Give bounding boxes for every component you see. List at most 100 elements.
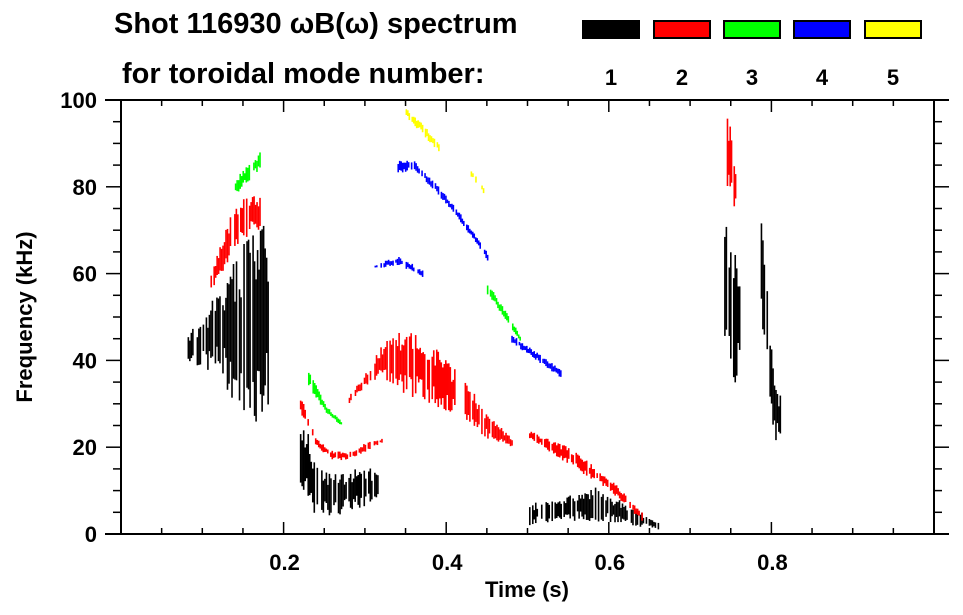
spectral-mark bbox=[486, 254, 489, 261]
spectral-mark bbox=[572, 498, 574, 517]
spectral-mark bbox=[726, 118, 729, 186]
spectral-mark bbox=[730, 252, 732, 359]
spectral-mark bbox=[554, 442, 557, 453]
spectral-mark bbox=[449, 203, 452, 208]
spectral-mark bbox=[485, 250, 487, 259]
spectral-mark bbox=[653, 521, 655, 527]
spectral-mark bbox=[229, 217, 232, 247]
spectral-mark bbox=[733, 166, 736, 207]
spectral-mark bbox=[564, 503, 567, 515]
spectral-mark bbox=[405, 336, 408, 390]
spectral-mark bbox=[330, 478, 332, 513]
spectral-mark bbox=[317, 440, 320, 448]
spectral-mark bbox=[343, 484, 346, 501]
spectral-mark bbox=[618, 500, 621, 517]
spectral-mark bbox=[539, 354, 541, 363]
spectral-mark bbox=[511, 440, 513, 446]
spectral-mark bbox=[313, 383, 316, 395]
spectral-mark bbox=[399, 258, 402, 265]
spectral-mark bbox=[328, 409, 331, 415]
spectral-mark bbox=[349, 451, 352, 457]
spectral-mark bbox=[261, 229, 263, 412]
spectral-mark bbox=[240, 297, 242, 374]
spectral-mark bbox=[360, 473, 363, 498]
spectral-mark bbox=[377, 358, 379, 374]
spectral-mark bbox=[612, 505, 615, 515]
spectral-mark bbox=[239, 173, 241, 189]
spectral-mark bbox=[473, 233, 476, 239]
spectral-mark bbox=[325, 472, 328, 503]
spectral-mark bbox=[389, 261, 391, 266]
spectral-mark bbox=[357, 475, 360, 505]
spectral-mark bbox=[395, 340, 397, 379]
spectral-mark bbox=[301, 440, 303, 487]
spectral-mark bbox=[603, 476, 606, 484]
spectral-mark bbox=[431, 356, 434, 400]
spectral-mark bbox=[363, 470, 366, 507]
spectral-mark bbox=[430, 136, 433, 143]
spectral-mark bbox=[585, 493, 588, 520]
legend-label-mode-2: 2 bbox=[675, 65, 689, 90]
spectral-mark bbox=[381, 354, 384, 373]
spectral-mark bbox=[327, 484, 329, 510]
spectral-mark bbox=[639, 514, 642, 527]
spectral-mark bbox=[196, 337, 199, 366]
spectral-mark bbox=[472, 400, 474, 420]
spectral-mark bbox=[555, 367, 558, 373]
spectral-mark bbox=[650, 519, 652, 526]
spectral-mark bbox=[591, 469, 594, 478]
spectral-mark bbox=[563, 445, 566, 459]
spectral-mark bbox=[379, 440, 382, 443]
spectral-mark bbox=[375, 441, 377, 445]
spectral-mark bbox=[497, 301, 499, 309]
spectral-mark bbox=[407, 110, 409, 117]
spectral-mark bbox=[500, 428, 503, 439]
spectral-mark bbox=[342, 474, 344, 507]
spectral-mark bbox=[485, 414, 488, 429]
spectral-mark bbox=[600, 496, 603, 520]
spectral-mark bbox=[617, 488, 619, 496]
spectral-mark bbox=[420, 122, 422, 130]
spectral-mark bbox=[524, 346, 527, 351]
spectral-mark bbox=[256, 250, 259, 371]
spectral-mark bbox=[320, 444, 323, 451]
spectral-mark bbox=[438, 144, 440, 152]
spectral-mark bbox=[533, 432, 536, 441]
spectral-mark bbox=[621, 494, 624, 502]
spectral-mark bbox=[322, 444, 325, 453]
spectral-mark bbox=[437, 351, 440, 408]
spectral-mark bbox=[236, 180, 238, 192]
spectral-mark bbox=[617, 502, 619, 523]
spectral-mark bbox=[259, 230, 262, 395]
spectral-mark bbox=[301, 401, 303, 416]
spectral-mark bbox=[779, 395, 782, 434]
spectral-mark bbox=[566, 497, 568, 515]
spectral-mark bbox=[349, 473, 352, 508]
spectral-mark bbox=[219, 296, 221, 364]
spectral-mark bbox=[440, 362, 443, 405]
spectral-mark bbox=[488, 418, 491, 434]
spectral-mark bbox=[428, 359, 431, 403]
x-tick-label: 0.2 bbox=[269, 550, 300, 575]
spectral-mark bbox=[769, 345, 771, 397]
spectral-mark bbox=[231, 279, 233, 398]
spectral-mark bbox=[403, 162, 405, 170]
spectral-mark bbox=[257, 155, 260, 167]
spectral-mark bbox=[435, 349, 438, 400]
spectral-mark bbox=[352, 478, 355, 500]
spectral-mark bbox=[389, 340, 391, 382]
spectral-mark bbox=[327, 408, 329, 414]
spectral-mark bbox=[433, 138, 436, 148]
spectral-mark bbox=[426, 359, 429, 390]
spectral-mark bbox=[380, 263, 383, 268]
spectral-mark bbox=[540, 438, 543, 445]
spectral-mark bbox=[536, 508, 539, 517]
spectral-mark bbox=[409, 265, 412, 270]
spectral-mark bbox=[412, 267, 415, 272]
spectral-mark bbox=[415, 163, 417, 171]
spectral-mark bbox=[348, 477, 350, 502]
spectral-mark bbox=[424, 173, 426, 178]
spectral-mark bbox=[404, 339, 406, 376]
spectral-mark bbox=[578, 455, 581, 469]
spectral-mark bbox=[508, 435, 510, 444]
